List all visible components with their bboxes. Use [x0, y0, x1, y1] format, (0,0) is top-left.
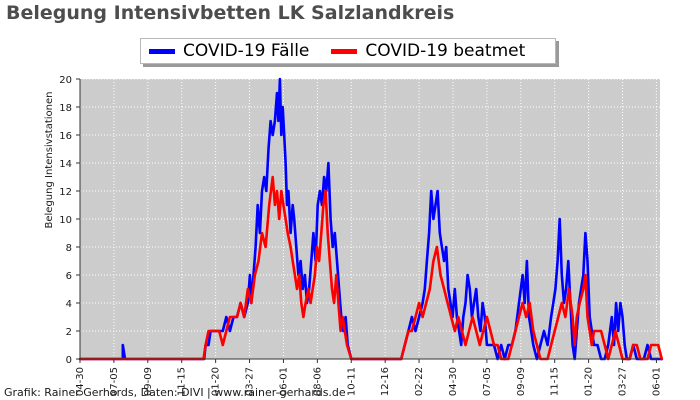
x-tick-label: 11-15	[177, 367, 188, 396]
y-tick-label: 2	[66, 327, 72, 338]
x-tick-label: 09-09	[143, 367, 154, 396]
legend-item-faelle: COVID-19 Fälle	[141, 41, 309, 61]
x-tick-label: 09-09	[516, 367, 527, 396]
series-line-1	[78, 175, 664, 361]
legend-swatch-beatmet	[331, 48, 358, 54]
x-tick-label: 01-20	[584, 367, 595, 396]
x-tick-label: 06-01	[278, 367, 289, 396]
legend: COVID-19 Fälle COVID-19 beatmet	[140, 38, 556, 64]
x-tick-label: 11-15	[550, 367, 561, 396]
x-tick-label: 07-05	[109, 367, 120, 396]
y-tick-label: 10	[59, 215, 72, 226]
y-tick-label: 14	[59, 159, 72, 170]
y-tick-label: 0	[66, 355, 72, 366]
x-tick-label: 01-20	[211, 367, 222, 396]
x-tick-label: 03-27	[618, 367, 629, 396]
x-tick-label: 07-05	[482, 367, 493, 396]
y-tick-label: 18	[59, 103, 72, 114]
y-tick-label: 6	[66, 271, 72, 282]
legend-swatch-faelle	[149, 48, 175, 54]
x-tick-label: 12-16	[380, 367, 391, 396]
legend-label-faelle: COVID-19 Fälle	[183, 41, 310, 61]
chart-title: Belegung Intensivbetten LK Salzlandkreis	[6, 2, 455, 24]
y-tick-label: 8	[66, 243, 72, 254]
y-tick-label: 12	[59, 187, 72, 198]
y-axis-label: Belegung Intensivstationen	[44, 91, 55, 228]
y-tick-label: 20	[59, 75, 72, 86]
x-tick-label: 04-30	[75, 367, 86, 396]
chart-footer: Grafik: Rainer Gerhards, Daten: DIVI | w…	[4, 386, 346, 399]
x-tick-label: 08-06	[312, 367, 323, 396]
x-tick-label: 04-30	[448, 367, 459, 396]
x-tick-label: 02-22	[414, 367, 425, 396]
legend-label-beatmet: COVID-19 beatmet	[365, 41, 526, 61]
x-tick-label: 10-11	[346, 367, 357, 396]
x-tick-label: 06-01	[651, 367, 662, 396]
y-tick-label: 4	[66, 299, 72, 310]
x-tick-label: 03-27	[245, 367, 256, 396]
legend-item-beatmet: COVID-19 beatmet	[323, 41, 525, 61]
y-tick-label: 16	[59, 131, 72, 142]
